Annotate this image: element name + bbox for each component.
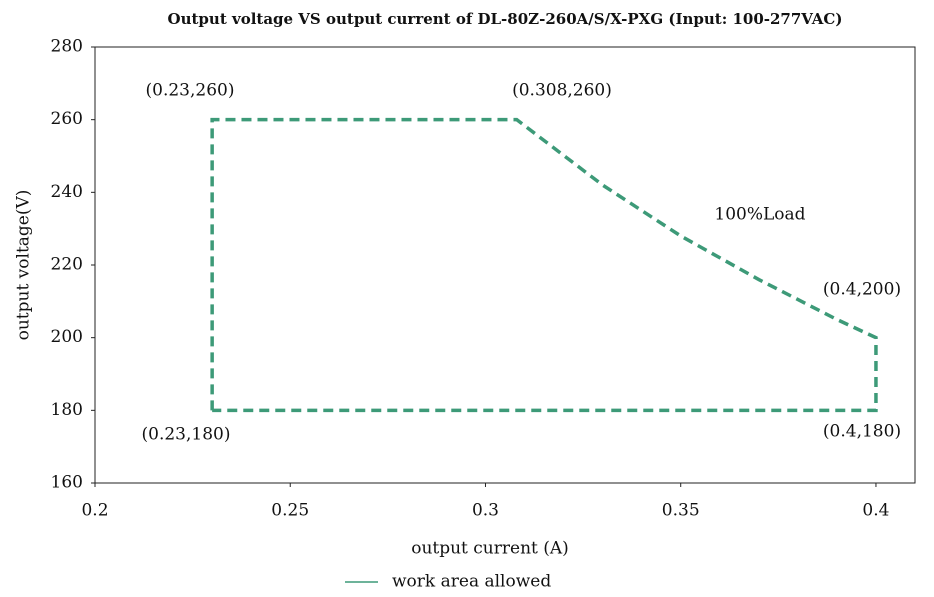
annotation: (0.23,180)	[142, 425, 231, 445]
y-tick-label: 280	[51, 37, 83, 57]
annotation: 100%Load	[714, 205, 805, 225]
x-tick-label: 0.2	[81, 501, 108, 521]
x-axis-label: output current (A)	[411, 539, 569, 559]
y-tick-label: 220	[51, 255, 83, 275]
plot-frame	[94, 46, 916, 484]
y-axis-label: output voltage(V)	[14, 190, 34, 341]
annotation: (0.308,260)	[512, 81, 612, 101]
chart-title: Output voltage VS output current of DL-8…	[168, 10, 843, 28]
x-tick-label: 0.35	[662, 501, 700, 521]
y-tick-label: 240	[51, 182, 83, 202]
series-line	[210, 117, 878, 413]
y-tick-label: 180	[51, 400, 83, 420]
y-tick-label: 160	[51, 473, 83, 493]
annotation: (0.23,260)	[146, 81, 235, 101]
x-tick-label: 0.4	[862, 501, 889, 521]
annotation: (0.4,200)	[823, 280, 901, 300]
y-tick-label: 260	[51, 109, 83, 129]
y-tick-label: 200	[51, 327, 83, 347]
legend-label: work area allowed	[392, 572, 551, 592]
annotation: (0.4,180)	[823, 422, 901, 442]
x-tick-label: 0.25	[271, 501, 309, 521]
x-tick-label: 0.3	[472, 501, 499, 521]
